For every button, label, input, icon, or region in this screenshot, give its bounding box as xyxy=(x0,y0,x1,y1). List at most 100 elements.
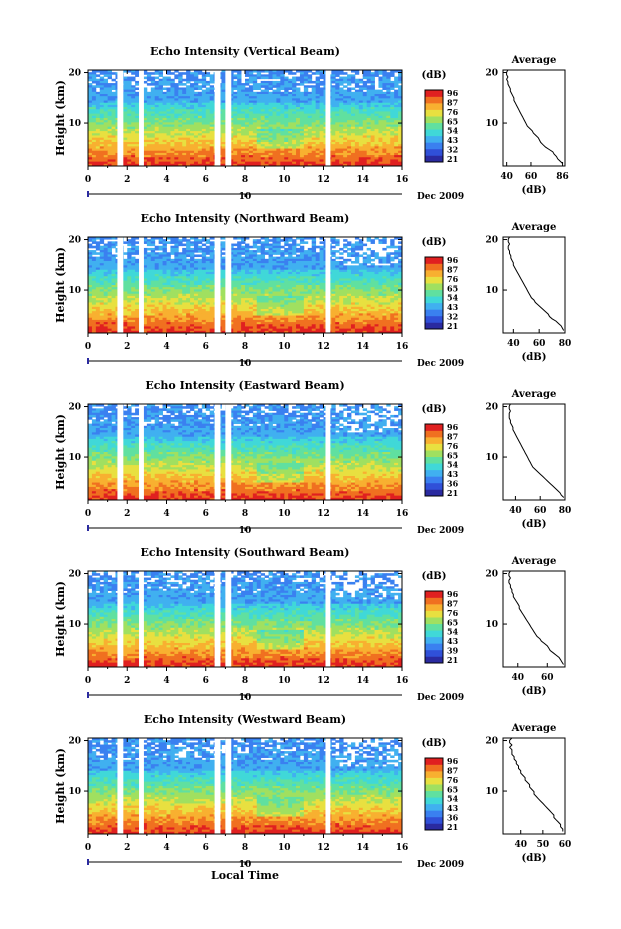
heatmap-cell xyxy=(229,94,234,97)
heatmap-cell xyxy=(193,87,199,91)
heatmap-cell xyxy=(111,78,116,82)
heatmap-cell xyxy=(292,96,297,99)
heatmap-cell xyxy=(123,133,128,136)
heatmap-cell xyxy=(107,91,112,95)
heatmap-cell xyxy=(248,131,254,134)
heatmap-cell xyxy=(303,115,309,119)
heatmap-cell xyxy=(186,124,191,128)
heatmap-cell xyxy=(88,128,93,132)
heatmap-cell xyxy=(315,139,320,143)
heatmap-cell xyxy=(362,107,368,110)
heatmap-cell xyxy=(88,135,93,139)
heatmap-cell xyxy=(303,131,309,134)
heatmap-cell xyxy=(284,107,289,110)
heatmap-cell xyxy=(182,96,187,99)
heatmap-cell xyxy=(99,98,105,101)
heatmap-cell xyxy=(182,83,187,86)
heatmap-cell xyxy=(209,98,215,101)
heatmap-cell xyxy=(358,109,364,112)
heatmap-cell xyxy=(174,107,179,110)
heatmap-cell xyxy=(292,80,297,84)
heatmap-cell xyxy=(103,126,109,130)
heatmap-cell xyxy=(382,83,387,86)
heatmap-cell xyxy=(335,131,340,134)
heatmap-cell xyxy=(264,118,269,121)
heatmap-cell xyxy=(193,80,199,84)
heatmap-cell xyxy=(366,122,372,125)
heatmap-cell xyxy=(88,94,93,97)
heatmap-cell xyxy=(123,111,128,115)
heatmap-cell xyxy=(307,104,313,108)
heatmap-cell xyxy=(347,107,352,110)
heatmap-cell xyxy=(131,146,136,149)
heatmap-cell xyxy=(264,126,269,130)
heatmap-cell xyxy=(292,91,297,95)
heatmap-cell xyxy=(237,142,242,145)
heatmap-cell xyxy=(233,70,238,73)
heatmap-cell xyxy=(209,91,215,95)
heatmap-cell xyxy=(299,80,305,84)
heatmap-cell xyxy=(382,118,387,121)
heatmap-cell xyxy=(99,118,105,121)
heatmap-cell xyxy=(135,126,140,130)
heatmap-cell xyxy=(190,72,195,75)
heatmap-cell xyxy=(186,102,191,106)
heatmap-cell xyxy=(347,133,352,136)
heatmap-cell xyxy=(221,89,226,93)
heatmap-cell xyxy=(146,104,152,108)
heatmap-cell xyxy=(296,135,301,139)
heatmap-cell xyxy=(91,122,97,125)
heatmap-cell xyxy=(374,74,379,77)
heatmap-cell xyxy=(233,87,238,91)
heatmap-cell xyxy=(193,254,199,258)
heatmap-cell xyxy=(339,139,344,143)
heatmap-cell xyxy=(276,120,281,123)
heatmap-cell xyxy=(307,109,313,112)
heatmap-cell xyxy=(221,76,226,80)
heatmap-cell xyxy=(166,115,171,119)
heatmap-cell xyxy=(292,94,297,97)
heatmap-cell xyxy=(123,131,128,134)
heatmap-cell xyxy=(252,120,258,123)
heatmap-cell xyxy=(386,96,391,99)
heatmap-cell xyxy=(299,94,305,97)
heatmap-cell xyxy=(268,98,273,101)
heatmap-cell xyxy=(315,107,320,110)
heatmap-cell xyxy=(174,100,179,104)
heatmap-cell xyxy=(241,133,246,136)
heatmap-cell xyxy=(186,118,191,121)
heatmap-cell xyxy=(91,120,97,123)
heatmap-cell xyxy=(335,78,340,82)
data-gap xyxy=(139,70,144,166)
heatmap-cell xyxy=(186,87,191,91)
heatmap-cell xyxy=(103,94,109,97)
heatmap-cell xyxy=(162,109,167,112)
heatmap-cell xyxy=(382,135,387,139)
heatmap-cell xyxy=(158,83,163,86)
heatmap-cell xyxy=(142,98,148,101)
heatmap-cell xyxy=(374,142,379,145)
heatmap-cell xyxy=(186,70,191,73)
heatmap-cell xyxy=(150,144,156,147)
heatmap-cell xyxy=(358,78,364,82)
heatmap-cell xyxy=(370,131,375,134)
heatmap-cell xyxy=(382,120,387,123)
heatmap-cell xyxy=(331,111,336,115)
heatmap-cell xyxy=(237,126,242,130)
heatmap-cell xyxy=(299,107,305,110)
heatmap-cell xyxy=(190,91,195,95)
heatmap-cell xyxy=(88,78,93,82)
heatmap-cell xyxy=(335,109,340,112)
heatmap-cell xyxy=(88,83,93,86)
heatmap-cell xyxy=(201,94,207,97)
heatmap-cell xyxy=(268,128,273,132)
heatmap-cell xyxy=(382,107,387,110)
heatmap-cell xyxy=(390,94,395,97)
heatmap-cell xyxy=(233,126,238,130)
heatmap-cell xyxy=(99,70,105,73)
heatmap-cell xyxy=(280,85,285,88)
heatmap-cell xyxy=(378,89,383,93)
heatmap-cell xyxy=(260,85,266,88)
heatmap-cell xyxy=(378,122,383,125)
heatmap-cell xyxy=(307,118,313,121)
